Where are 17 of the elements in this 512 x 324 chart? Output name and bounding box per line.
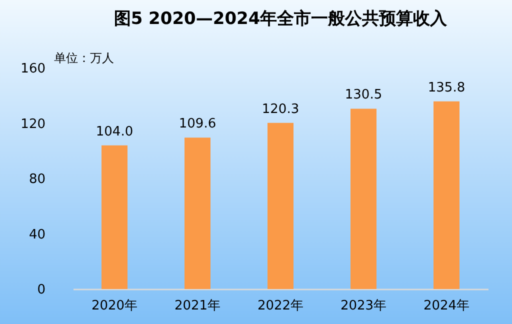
y-tick-label: 0 (37, 282, 46, 298)
data-label: 120.3 (262, 102, 300, 117)
y-tick-label: 40 (28, 227, 46, 242)
y-tick-label: 80 (28, 172, 46, 187)
chart-title: 图5 2020—2024年全市一般公共预算收入 (114, 9, 448, 29)
data-label: 109.6 (178, 116, 216, 132)
x-tick-label: 2021年 (174, 298, 221, 314)
y-tick-label: 160 (20, 62, 46, 76)
data-label: 130.5 (344, 88, 382, 103)
x-tick-label: 2024年 (423, 298, 470, 314)
y-tick-label: 120 (20, 116, 46, 132)
data-label: 135.8 (428, 80, 466, 96)
x-tick-label: 2023年 (340, 298, 387, 314)
x-tick-label: 2020年 (91, 298, 138, 314)
text: 单位：万人 (54, 50, 114, 67)
data-label: 104.0 (96, 124, 134, 140)
x-tick-label: 2022年 (257, 298, 304, 314)
